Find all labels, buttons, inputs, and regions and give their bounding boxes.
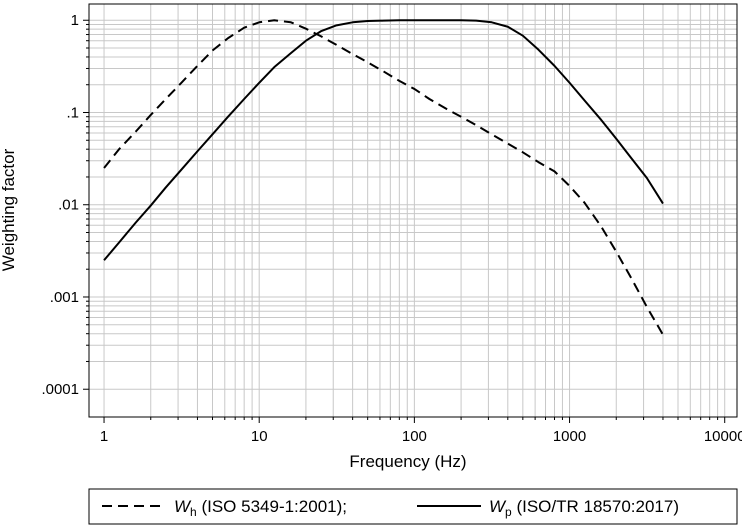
y-tick-label: 1	[71, 12, 79, 29]
plot-area-frame	[88, 3, 738, 418]
y-axis-label: Weighting factor	[0, 148, 18, 271]
legend-label-2: Wp (ISO/TR 18570:2017)	[489, 497, 679, 519]
x-tick-label: 1	[100, 428, 108, 445]
grid	[89, 4, 737, 417]
axes: 1 10 100 1000 10000 .0001 .001 .01 .1 1	[41, 12, 742, 445]
legend-label-1: Wh (ISO 5349-1:2001);	[174, 497, 347, 519]
legend: Wh (ISO 5349-1:2001); Wp (ISO/TR 18570:20…	[88, 488, 738, 525]
y-tick-label: .1	[66, 104, 79, 121]
y-tick-label: .0001	[41, 381, 79, 398]
x-tick-label: 1000	[553, 428, 586, 445]
series-line-2	[103, 19, 664, 261]
legend-box	[88, 488, 738, 525]
x-axis-label: Frequency (Hz)	[349, 452, 466, 471]
x-tick-label: 100	[402, 428, 427, 445]
y-tick-label: .01	[58, 197, 79, 214]
series-layer	[103, 19, 664, 336]
x-tick-label: 10000	[704, 428, 742, 445]
y-tick-label: .001	[50, 289, 79, 306]
x-tick-label: 10	[251, 428, 268, 445]
